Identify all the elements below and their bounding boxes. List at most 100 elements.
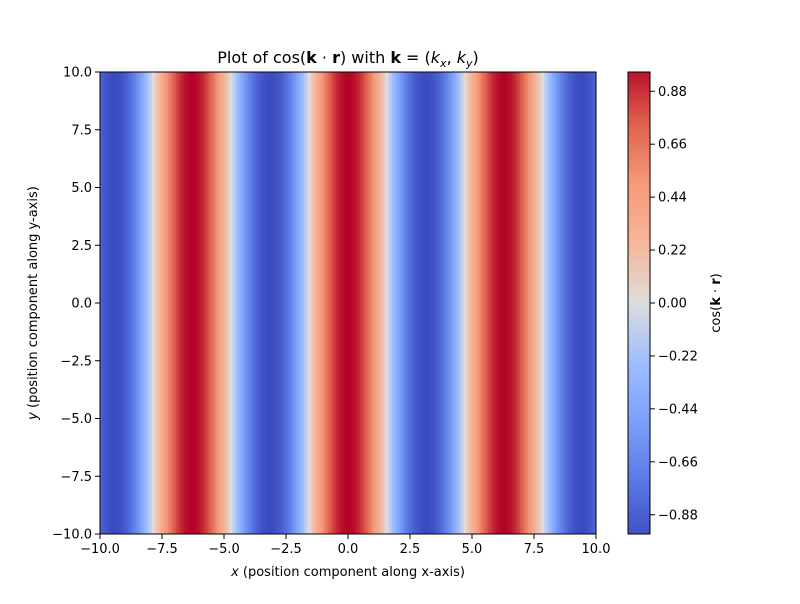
heatmap-cell: [352, 72, 355, 534]
heatmap-cell: [512, 72, 515, 534]
heatmap-cell: [576, 72, 579, 534]
heatmap-cell: [386, 72, 389, 534]
heatmap-cell: [384, 72, 387, 534]
heatmap-cell: [580, 72, 583, 534]
heatmap-cell: [324, 72, 327, 534]
heatmap-cell: [590, 72, 593, 534]
heatmap-cell: [370, 72, 373, 534]
title-k-vector: k: [306, 48, 317, 67]
heatmap-cell: [196, 72, 199, 534]
x-tick-label: 0.0: [338, 542, 359, 557]
heatmap-cell: [336, 72, 339, 534]
heatmap-cell: [124, 72, 127, 534]
heatmap-cell: [360, 72, 363, 534]
heatmap-cell: [122, 72, 125, 534]
heatmap-cell: [306, 72, 309, 534]
colorbar-tick-label: −0.44: [658, 402, 698, 417]
y-axis-label-var: y: [26, 412, 41, 421]
heatmap-cell: [190, 72, 193, 534]
heatmap-cell: [136, 72, 139, 534]
heatmap-cell: [302, 72, 305, 534]
colorbar-ticks: −0.88 −0.66 −0.44 −0.22 0.00 0.22 0.44 0.66 0.88: [650, 85, 698, 523]
heatmap-cell: [480, 72, 483, 534]
title-ky-sub: y: [465, 57, 473, 70]
title-dot: ·: [317, 48, 332, 67]
heatmap-cell: [592, 72, 595, 534]
heatmap-cell: [524, 72, 527, 534]
heatmap-cell: [434, 72, 437, 534]
title-k-vector-2: k: [390, 48, 401, 67]
heatmap-cell: [468, 72, 471, 534]
heatmap-cell: [528, 72, 531, 534]
heatmap-cell: [130, 72, 133, 534]
heatmap-cell: [308, 72, 311, 534]
heatmap-cell: [182, 72, 185, 534]
heatmap-cell: [266, 72, 269, 534]
heatmap-cell: [250, 72, 253, 534]
heatmap-cell: [140, 72, 143, 534]
heatmap-cell: [380, 72, 383, 534]
colorbar-label-prefix: cos(: [709, 306, 724, 333]
heatmap-cell: [516, 72, 519, 534]
x-tick-label: −7.5: [146, 542, 178, 557]
heatmap-cell: [212, 72, 215, 534]
heatmap-cell: [154, 72, 157, 534]
heatmap-cell: [550, 72, 553, 534]
heatmap-cell: [214, 72, 217, 534]
heatmap-cell: [226, 72, 229, 534]
heatmap-cell: [464, 72, 467, 534]
heatmap-cell: [248, 72, 251, 534]
heatmap-cell: [538, 72, 541, 534]
heatmap-cell: [392, 72, 395, 534]
heatmap-cell: [246, 72, 249, 534]
heatmap-cell: [210, 72, 213, 534]
heatmap-cell: [566, 72, 569, 534]
title-end: ): [473, 48, 479, 67]
heatmap-cell: [296, 72, 299, 534]
heatmap-cell: [218, 72, 221, 534]
title-mid: ) with: [340, 48, 390, 67]
heatmap-cell: [382, 72, 385, 534]
colorbar-tick-label: −0.22: [658, 349, 698, 364]
heatmap-cell: [394, 72, 397, 534]
heatmap-cell: [438, 72, 441, 534]
heatmap-cell: [526, 72, 529, 534]
heatmap-cell: [414, 72, 417, 534]
heatmap-cell: [104, 72, 107, 534]
heatmap-cell: [264, 72, 267, 534]
title-comma: ,: [447, 48, 457, 67]
heatmap-cell: [446, 72, 449, 534]
x-axis-ticks: −10.0 −7.5 −5.0 −2.5 0.0 2.5 5.0 7.5 10.0: [80, 534, 610, 557]
heatmap-cell: [262, 72, 265, 534]
heatmap-cell: [132, 72, 135, 534]
heatmap-cell: [454, 72, 457, 534]
heatmap-cell: [498, 72, 501, 534]
heatmap-cell: [530, 72, 533, 534]
heatmap-cell: [400, 72, 403, 534]
heatmap-cell: [276, 72, 279, 534]
heatmap-cell: [476, 72, 479, 534]
heatmap-cell: [152, 72, 155, 534]
heatmap-cell: [488, 72, 491, 534]
heatmap-cell: [378, 72, 381, 534]
heatmap-cell: [544, 72, 547, 534]
heatmap-cell: [540, 72, 543, 534]
y-tick-label: −10.0: [52, 528, 92, 543]
heatmap-cell: [416, 72, 419, 534]
heatmap-cell: [254, 72, 257, 534]
heatmap-cell: [138, 72, 141, 534]
heatmap-cell: [120, 72, 123, 534]
heatmap-cell: [220, 72, 223, 534]
heatmap-cell: [312, 72, 315, 534]
heatmap-cell: [114, 72, 117, 534]
heatmap-cell: [328, 72, 331, 534]
heatmap-cell: [430, 72, 433, 534]
heatmap-cell: [362, 72, 365, 534]
heatmap-cell: [578, 72, 581, 534]
heatmap-cell: [594, 72, 596, 534]
title-kx-base: k: [431, 48, 441, 67]
heatmap-cell: [166, 72, 169, 534]
colorbar-tick-label: 0.66: [658, 138, 687, 153]
heatmap-cell: [570, 72, 573, 534]
